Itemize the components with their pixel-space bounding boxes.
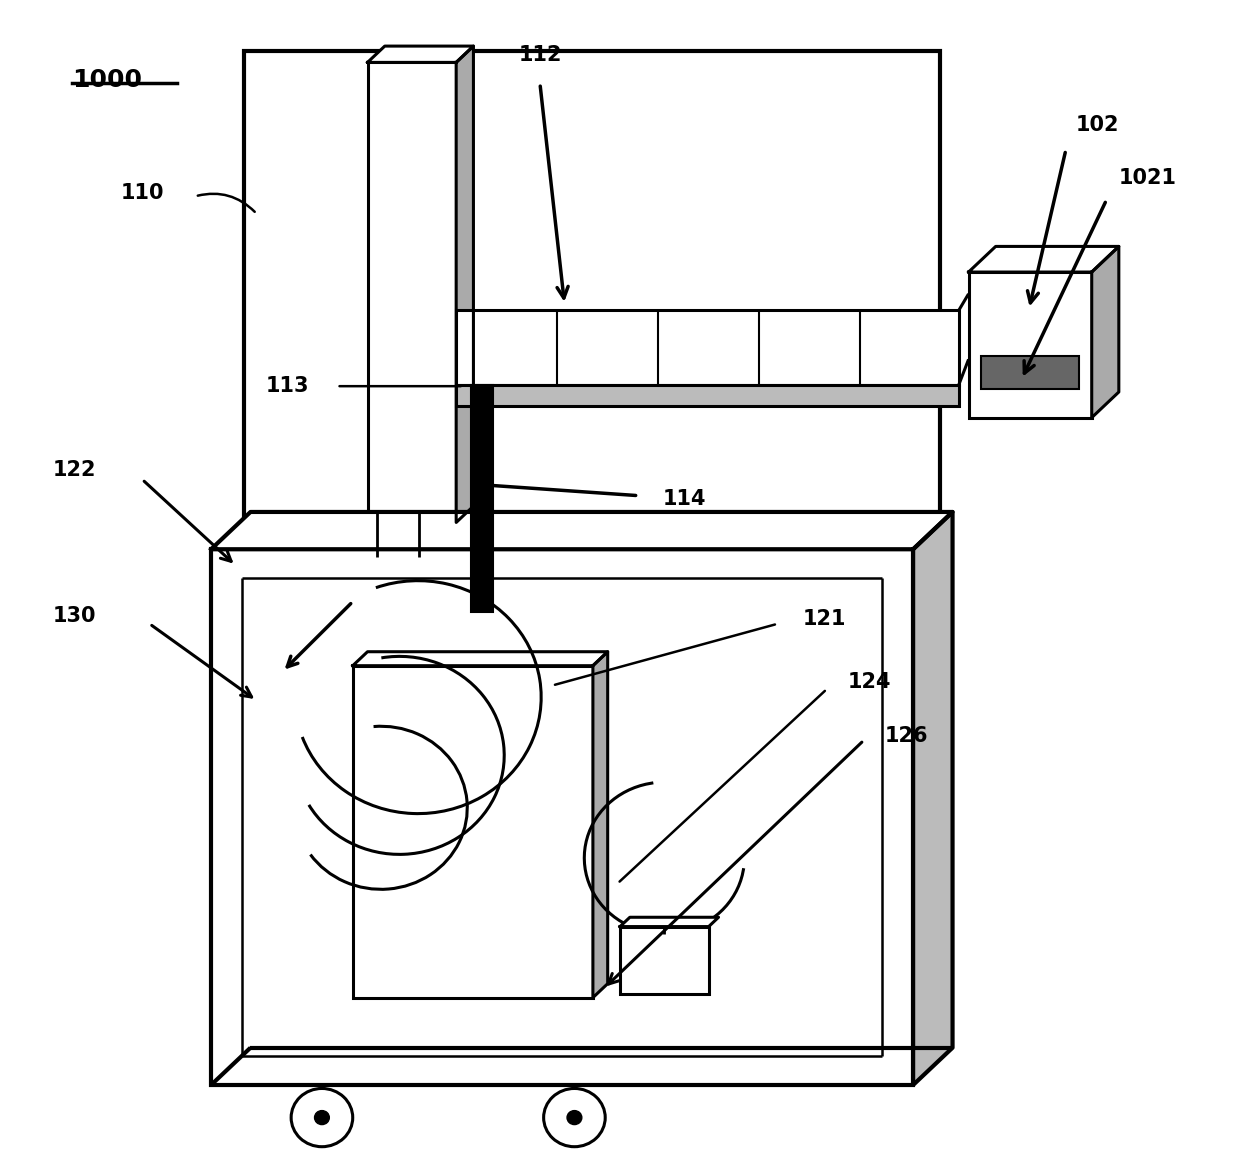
Text: 124: 124	[848, 672, 892, 692]
Bar	[244, 50, 940, 557]
Bar	[968, 272, 1091, 418]
Circle shape	[315, 1111, 330, 1125]
Text: 126: 126	[885, 726, 929, 746]
Polygon shape	[593, 652, 608, 997]
Polygon shape	[1091, 246, 1118, 418]
Polygon shape	[211, 511, 952, 549]
Text: 113: 113	[267, 377, 310, 396]
Bar	[981, 355, 1079, 388]
Bar	[367, 62, 456, 522]
Text: 130: 130	[53, 605, 97, 625]
Polygon shape	[913, 511, 952, 1085]
Polygon shape	[456, 46, 474, 522]
Circle shape	[291, 1089, 352, 1147]
Text: 122: 122	[53, 460, 97, 480]
Polygon shape	[968, 246, 1118, 272]
Bar	[471, 385, 494, 612]
Polygon shape	[620, 917, 718, 927]
Bar	[620, 927, 709, 995]
Bar	[211, 549, 913, 1085]
Circle shape	[543, 1089, 605, 1147]
Text: 114: 114	[663, 489, 707, 509]
Polygon shape	[352, 652, 608, 666]
Polygon shape	[367, 46, 474, 62]
Text: 110: 110	[120, 183, 164, 203]
Bar	[456, 311, 959, 385]
Bar	[456, 385, 959, 406]
Text: 121: 121	[802, 609, 846, 629]
Text: 1000: 1000	[72, 68, 141, 93]
Text: 102: 102	[1076, 115, 1120, 135]
Circle shape	[567, 1111, 582, 1125]
Bar	[352, 666, 593, 997]
Text: 112: 112	[518, 45, 562, 65]
Text: 1021: 1021	[1118, 168, 1177, 188]
